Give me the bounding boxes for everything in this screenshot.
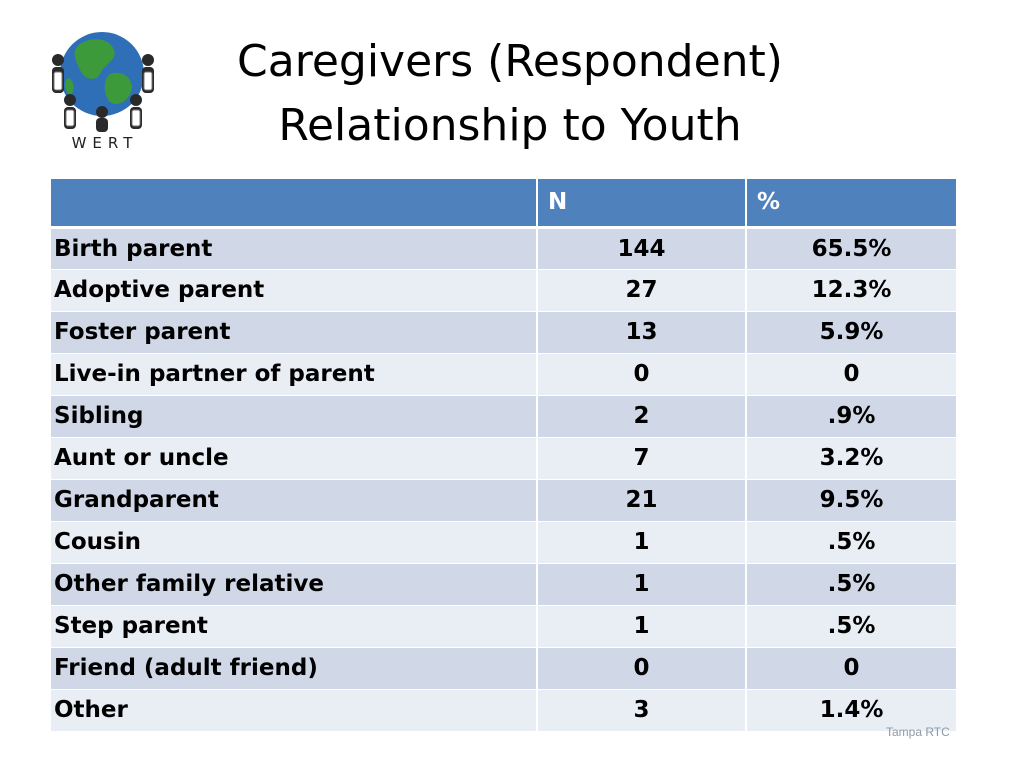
row-percent: .5% (746, 521, 958, 564)
row-percent: 1.4% (746, 689, 958, 732)
row-label: Other (51, 689, 538, 732)
row-n: 2 (537, 395, 747, 438)
row-percent: 0 (746, 647, 958, 690)
table-row: Live-in partner of parent 0 0 (51, 353, 958, 396)
row-label: Aunt or uncle (51, 437, 538, 480)
row-label: Cousin (51, 521, 538, 564)
relationship-table: N % Birth parent 144 65.5% Adoptive pare… (51, 179, 958, 732)
globe-people-icon (52, 32, 154, 132)
row-n: 1 (537, 563, 747, 606)
table-row: Aunt or uncle 7 3.2% (51, 437, 958, 480)
row-n: 144 (537, 227, 747, 270)
row-percent: 0 (746, 353, 958, 396)
row-percent: 65.5% (746, 227, 958, 270)
row-n: 13 (537, 311, 747, 354)
title-line-1: Caregivers (Respondent) (237, 36, 783, 87)
title-line-2: Relationship to Youth (278, 100, 742, 151)
row-percent: .5% (746, 605, 958, 648)
table-row: Grandparent 21 9.5% (51, 479, 958, 522)
row-n: 1 (537, 605, 747, 648)
header-n: N (537, 179, 747, 229)
row-label: Friend (adult friend) (51, 647, 538, 690)
row-n: 1 (537, 521, 747, 564)
row-n: 21 (537, 479, 747, 522)
row-n: 0 (537, 647, 747, 690)
table-row: Step parent 1 .5% (51, 605, 958, 648)
footer-credit: Tampa RTC (886, 725, 950, 739)
row-n: 3 (537, 689, 747, 732)
row-label: Adoptive parent (51, 269, 538, 312)
row-label: Birth parent (51, 227, 538, 270)
row-n: 0 (537, 353, 747, 396)
row-percent: .5% (746, 563, 958, 606)
table-row: Foster parent 13 5.9% (51, 311, 958, 354)
row-label: Other family relative (51, 563, 538, 606)
table-row: Adoptive parent 27 12.3% (51, 269, 958, 312)
row-label: Foster parent (51, 311, 538, 354)
table-row: Birth parent 144 65.5% (51, 227, 958, 270)
table-row: Sibling 2 .9% (51, 395, 958, 438)
table-header-row: N % (51, 179, 958, 229)
row-percent: 12.3% (746, 269, 958, 312)
table-row: Cousin 1 .5% (51, 521, 958, 564)
row-label: Live-in partner of parent (51, 353, 538, 396)
row-percent: 5.9% (746, 311, 958, 354)
header-label (51, 179, 538, 229)
row-percent: 3.2% (746, 437, 958, 480)
row-label: Sibling (51, 395, 538, 438)
row-n: 27 (537, 269, 747, 312)
row-percent: .9% (746, 395, 958, 438)
table-row: Other 3 1.4% (51, 689, 958, 732)
row-label: Step parent (51, 605, 538, 648)
wert-logo: WERT (40, 20, 170, 160)
slide-title: Caregivers (Respondent) Relationship to … (160, 30, 860, 158)
row-percent: 9.5% (746, 479, 958, 522)
row-label: Grandparent (51, 479, 538, 522)
logo-wordmark: WERT (71, 134, 139, 152)
table-row: Friend (adult friend) 0 0 (51, 647, 958, 690)
header-percent: % (746, 179, 958, 229)
row-n: 7 (537, 437, 747, 480)
table-row: Other family relative 1 .5% (51, 563, 958, 606)
